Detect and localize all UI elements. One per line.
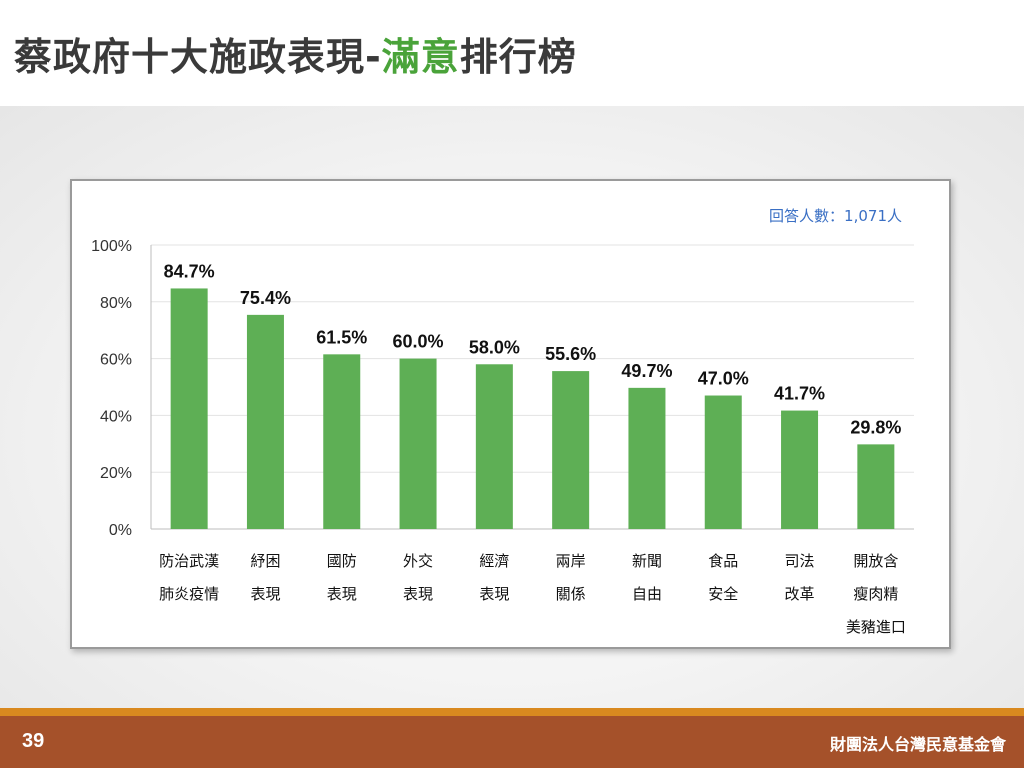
category-label: 兩岸 xyxy=(556,552,586,570)
data-label: 29.8% xyxy=(850,417,901,437)
data-label: 47.0% xyxy=(698,369,749,389)
category-label: 紓困 xyxy=(250,552,280,570)
footer: 39 財團法人台灣民意基金會 xyxy=(0,716,1024,768)
bar xyxy=(552,371,590,529)
title-highlight: 滿意 xyxy=(381,35,460,79)
bar-chart: 0% 20% 40% 60% 80% 100% 回答人數：1,071人 84.7% 防治武漢肺炎… xyxy=(91,207,914,636)
category-label: 經濟 xyxy=(479,552,509,570)
category-label: 表現 xyxy=(403,585,433,603)
category-label: 表現 xyxy=(250,585,280,603)
category-label: 外交 xyxy=(403,552,433,570)
bar xyxy=(323,354,361,529)
slide-title: 蔡政府十大施政表現-滿意排行榜 xyxy=(14,26,577,81)
category-label: 國防 xyxy=(327,552,357,570)
bar xyxy=(475,364,513,529)
y-tick-label: 0% xyxy=(109,522,132,539)
bar xyxy=(704,395,742,529)
category-label: 自由 xyxy=(632,585,662,603)
category-label: 安全 xyxy=(708,585,738,603)
category-label: 美豬進口 xyxy=(846,618,906,636)
bar xyxy=(857,444,895,529)
category-label: 改革 xyxy=(785,585,815,603)
chart-container: 0% 20% 40% 60% 80% 100% 回答人數：1,071人 84.7% 防治武漢肺炎… xyxy=(70,179,951,649)
y-tick-label: 20% xyxy=(100,465,132,482)
category-label: 司法 xyxy=(785,552,815,570)
data-label: 84.7% xyxy=(164,261,215,281)
category-label: 食品 xyxy=(708,552,738,570)
bar xyxy=(399,358,437,529)
category-label: 瘦肉精 xyxy=(853,585,898,603)
y-tick-label: 100% xyxy=(91,238,132,255)
data-label: 75.4% xyxy=(240,288,291,308)
respondents-note: 回答人數：1,071人 xyxy=(769,207,902,225)
category-label: 肺炎疫情 xyxy=(159,585,219,603)
bar xyxy=(170,288,208,529)
bar xyxy=(781,410,819,529)
title-bar: 蔡政府十大施政表現-滿意排行榜 xyxy=(0,0,1024,106)
data-label: 58.0% xyxy=(469,337,520,357)
y-tick-label: 80% xyxy=(100,295,132,312)
title-main: 蔡政府十大施政表現- xyxy=(14,35,382,79)
y-tick-label: 60% xyxy=(100,352,132,369)
category-label: 開放含 xyxy=(853,552,898,570)
data-label: 61.5% xyxy=(316,327,367,347)
data-label: 41.7% xyxy=(774,384,825,404)
y-tick-label: 40% xyxy=(100,408,132,425)
footer-accent-line xyxy=(0,708,1024,716)
title-tail: 排行榜 xyxy=(459,35,577,79)
data-label: 55.6% xyxy=(545,344,596,364)
data-label: 49.7% xyxy=(621,361,672,381)
category-label: 防治武漢 xyxy=(159,552,219,570)
category-label: 表現 xyxy=(479,585,509,603)
category-label: 新聞 xyxy=(632,552,662,570)
bar xyxy=(246,314,284,529)
page-number: 39 xyxy=(22,730,45,752)
category-label: 關係 xyxy=(556,585,586,603)
organization-name: 財團法人台灣民意基金會 xyxy=(829,735,1006,754)
bar xyxy=(628,387,666,529)
data-label: 60.0% xyxy=(393,332,444,352)
category-label: 表現 xyxy=(327,585,357,603)
